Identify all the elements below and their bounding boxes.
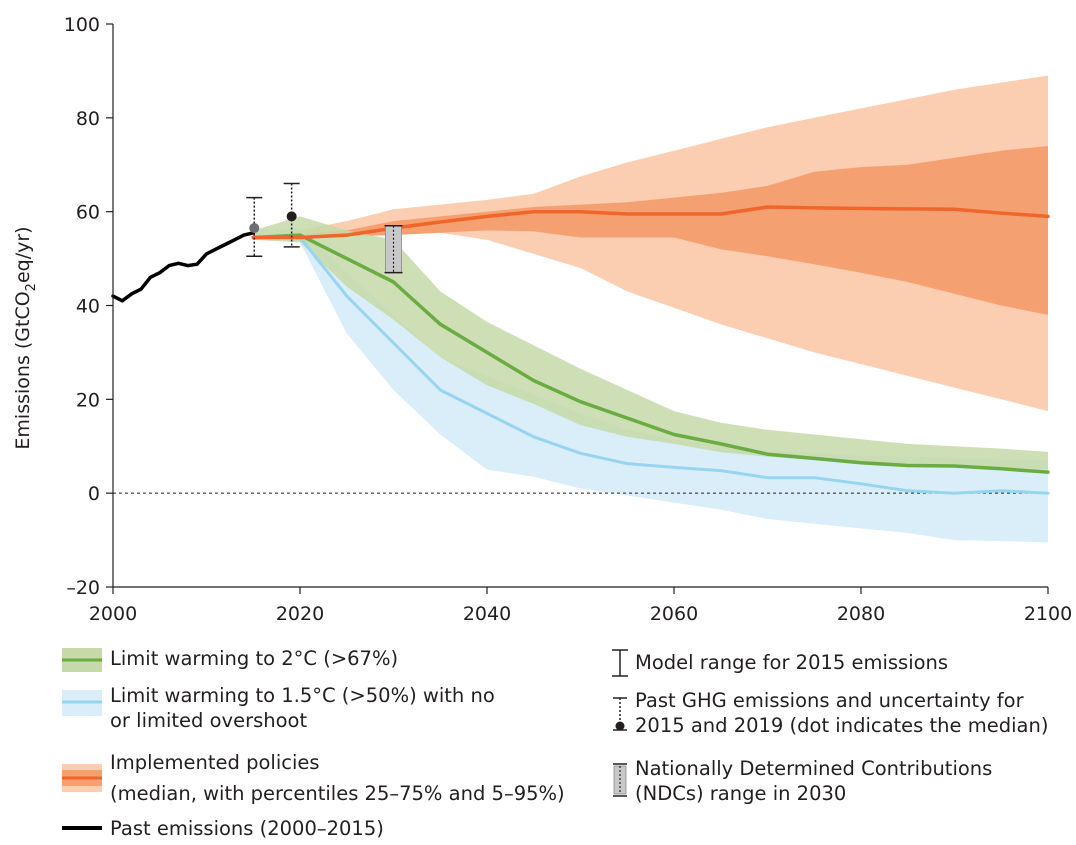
y-tick-label: 60 [76,202,100,224]
legend-swatch-implemented-policies [62,764,102,792]
y-tick-label: 100 [64,14,100,36]
y-axis-label: Emissions (GtCO2eq/yr) [12,226,39,449]
legend-text-1-5c: Limit warming to 1.5°C (>50%) with no or… [110,684,495,732]
legend-swatch-2c [62,648,102,672]
y-axis-label-sub: 2 [24,283,39,291]
y-tick-label: 40 [76,296,100,318]
x-tick-label: 2060 [650,603,698,625]
legend-text-ndc: Nationally Determined Contributions (NDC… [635,757,993,805]
past-emissions-line [111,231,256,303]
y-tick-label: 20 [76,389,100,411]
y-tick-label: 80 [76,108,100,130]
legend-text-2c: Limit warming to 2°C (>67%) [110,647,399,670]
y-tick-label: 0 [88,483,100,505]
x-tick-label: 2100 [1024,603,1072,625]
legend-text-past-emissions: Past emissions (2000–2015) [110,817,384,840]
limit-1-5c-median-line [251,236,1050,495]
x-tick-label: 2020 [276,603,324,625]
legend-text-past-ghg: Past GHG emissions and uncertainty for 2… [635,689,1049,737]
marker-layer [246,182,403,274]
limit-1-5c-range-band [253,228,1049,543]
x-tick-label: 2080 [837,603,885,625]
past-ghg-2019-median-dot [286,211,297,222]
limit-2c-median-line [251,233,1050,474]
legend-text-implemented-policies: Implemented policies (median, with perce… [110,751,565,805]
y-axis-label-end: eq/yr) [12,226,34,283]
band-layer [253,75,1049,543]
x-tick-label: 2040 [463,603,511,625]
model-range-2015-median-dot [249,223,260,234]
implemented-policies-25-75-band [253,146,1049,315]
legend-swatch-1-5c [62,690,102,716]
legend-swatch-ndc [613,763,627,797]
legend-swatch-model-range [612,649,628,677]
legend-swatch-past-ghg [613,697,627,731]
legend-swatch-past-emissions [62,826,102,830]
y-tick-label: –20 [66,577,100,599]
limit-2c-range-band [253,216,1049,470]
legend-text-model-range: Model range for 2015 emissions [635,651,949,674]
ndc-range-bar [385,225,402,274]
implemented-policies-5-95-band [253,75,1049,412]
y-axis-label-main: Emissions (GtCO [12,291,34,449]
x-tick-label: 2000 [89,603,137,625]
